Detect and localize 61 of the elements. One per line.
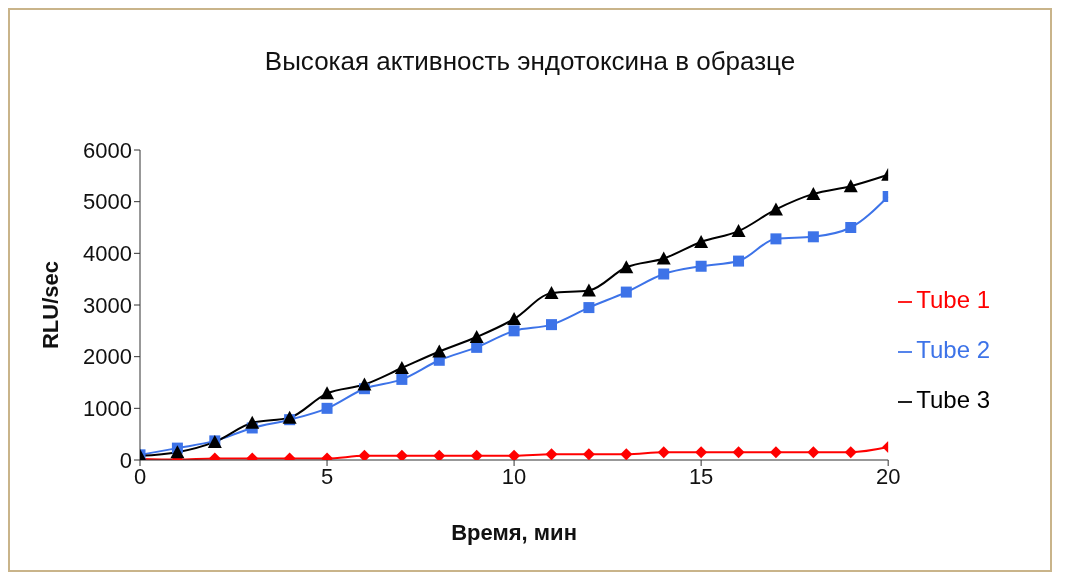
point (357, 377, 372, 391)
x-tick-label: 20 (875, 463, 901, 489)
point (695, 446, 708, 459)
point (508, 449, 521, 460)
point (732, 446, 745, 459)
point (507, 311, 522, 325)
point (619, 260, 634, 274)
point (245, 415, 260, 429)
point (656, 251, 671, 265)
y-tick-label: 4000 (83, 241, 132, 267)
point (620, 286, 632, 298)
point (768, 202, 783, 216)
legend-label: Tube 3 (916, 386, 990, 413)
point (582, 448, 595, 460)
legend-label: Tube 2 (916, 336, 990, 363)
point (395, 449, 408, 460)
y-tick-label: 5000 (83, 189, 132, 215)
point (394, 361, 409, 375)
point (583, 302, 595, 314)
point (694, 234, 709, 248)
point (769, 446, 782, 459)
point (581, 283, 596, 297)
point (695, 260, 707, 272)
point (469, 330, 484, 344)
point (321, 402, 333, 414)
point (470, 449, 483, 460)
point (544, 286, 559, 300)
point (282, 410, 297, 424)
point (658, 268, 670, 280)
point (806, 186, 821, 200)
x-tick-label: 5 (320, 463, 334, 489)
y-tick-label: 0 (119, 447, 132, 473)
point (770, 233, 782, 245)
point (845, 222, 857, 233)
x-tick-label: 10 (501, 463, 527, 489)
point (545, 448, 558, 460)
point (844, 446, 857, 459)
point (843, 179, 858, 193)
point (170, 445, 185, 459)
point (546, 319, 557, 331)
chart-title: Высокая активность эндотоксина в образце (263, 46, 797, 77)
point (396, 373, 408, 385)
point (733, 255, 745, 267)
y-tick-label: 2000 (83, 344, 132, 370)
y-axis-title: RLU/sec (37, 260, 63, 350)
point (320, 386, 335, 400)
point (731, 224, 746, 238)
y-tick-label: 6000 (83, 137, 132, 163)
x-axis-title: Время, мин (451, 520, 577, 545)
point (358, 449, 371, 460)
point (508, 325, 520, 337)
point (432, 344, 447, 358)
x-tick-label: 15 (688, 463, 714, 489)
y-tick-label: 1000 (83, 396, 132, 422)
point (807, 446, 820, 459)
point (620, 448, 633, 460)
legend-label: Tube 1 (916, 286, 990, 313)
y-tick-label: 3000 (83, 292, 132, 318)
point (433, 449, 446, 460)
point (657, 446, 670, 459)
point (807, 231, 819, 243)
